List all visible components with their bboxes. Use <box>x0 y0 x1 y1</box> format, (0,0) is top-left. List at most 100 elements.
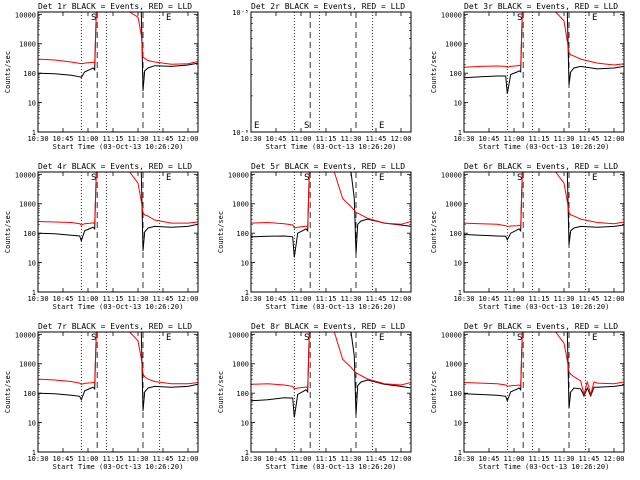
y-tick-label: 10 <box>28 420 36 428</box>
x-tick-label: 12:00 <box>390 295 411 303</box>
y-tick-label: 1000 <box>445 41 462 49</box>
marker-E: E <box>592 13 597 23</box>
x-tick-label: 11:45 <box>365 295 386 303</box>
y-tick-label: 10⁻⁶ <box>232 129 249 137</box>
x-tick-label: 11:00 <box>290 135 311 143</box>
y-axis-label: Counts/sec <box>217 211 225 253</box>
plot-frame <box>463 331 625 453</box>
marker-S: S <box>304 333 309 343</box>
x-tick-label: 10:45 <box>52 295 73 303</box>
y-axis-label: Counts/sec <box>430 51 438 93</box>
x-tick-label: 11:30 <box>340 455 361 463</box>
x-tick-label: 11:30 <box>340 295 361 303</box>
x-axis-label: Start Time (03-Oct-13 10:26:20) <box>53 143 184 151</box>
marker-E: E <box>592 333 597 343</box>
x-axis-label: Start Time (03-Oct-13 10:26:20) <box>53 303 184 311</box>
plot-frame <box>37 331 199 453</box>
series-lld <box>464 172 624 227</box>
y-tick-label: 10000 <box>15 331 36 339</box>
x-tick-label: 12:00 <box>603 455 624 463</box>
marker-E: E <box>379 173 384 183</box>
x-tick-label: 11:15 <box>315 455 336 463</box>
x-tick-label: 11:45 <box>578 455 599 463</box>
y-tick-label: 10 <box>241 260 249 268</box>
y-axis-label: Counts/sec <box>217 371 225 413</box>
y-tick-label: 100 <box>236 230 249 238</box>
x-tick-label: 11:00 <box>290 295 311 303</box>
x-tick-label: 10:45 <box>265 455 286 463</box>
series-events <box>464 332 624 409</box>
y-tick-label: 1000 <box>19 41 36 49</box>
series-lld <box>38 332 198 385</box>
plot-frame <box>37 171 199 293</box>
x-tick-label: 11:15 <box>528 295 549 303</box>
series-events <box>251 332 411 418</box>
y-tick-label: 1 <box>458 449 462 457</box>
y-tick-label: 1000 <box>445 361 462 369</box>
x-tick-label: 10:45 <box>478 295 499 303</box>
y-tick-label: 10 <box>28 260 36 268</box>
series-lld <box>464 332 624 397</box>
series-events <box>38 12 198 91</box>
series-lld <box>38 12 198 65</box>
series-events <box>464 172 624 245</box>
x-axis-label: Start Time (03-Oct-13 10:26:20) <box>479 303 610 311</box>
marker-S: S <box>91 173 96 183</box>
series-events <box>38 172 198 251</box>
x-tick-label: 10:45 <box>478 455 499 463</box>
x-tick-label: 11:00 <box>290 455 311 463</box>
x-tick-label: 11:45 <box>365 135 386 143</box>
x-tick-label: 11:00 <box>77 135 98 143</box>
panel-title: Det 1r BLACK = Events, RED = LLD <box>38 2 192 11</box>
panel-title: Det 6r BLACK = Events, RED = LLD <box>464 162 618 171</box>
y-tick-label: 10000 <box>441 331 462 339</box>
y-tick-label: 100 <box>23 70 36 78</box>
y-tick-label: 10000 <box>441 171 462 179</box>
marker-E-left: E <box>254 121 259 131</box>
series-group <box>38 12 198 91</box>
y-tick-label: 1 <box>458 129 462 137</box>
y-tick-label: 1 <box>32 289 36 297</box>
marker-E: E <box>379 333 384 343</box>
x-tick-label: 10:45 <box>478 135 499 143</box>
y-tick-label: 10 <box>28 100 36 108</box>
marker-E: E <box>166 173 171 183</box>
x-tick-label: 10:45 <box>52 135 73 143</box>
y-tick-label: 10000 <box>228 171 249 179</box>
x-tick-label: 11:15 <box>528 455 549 463</box>
x-tick-label: 11:30 <box>553 135 574 143</box>
series-group <box>464 12 624 94</box>
x-tick-label: 11:00 <box>77 455 98 463</box>
x-tick-label: 11:15 <box>102 295 123 303</box>
series-lld <box>251 332 411 390</box>
series-lld <box>38 172 198 226</box>
plot-frame <box>463 11 625 133</box>
x-tick-label: 10:45 <box>265 135 286 143</box>
x-tick-label: 10:30 <box>27 295 48 303</box>
y-tick-label: 10⁻⁵ <box>232 9 249 17</box>
x-tick-label: 11:30 <box>127 455 148 463</box>
series-group <box>38 172 198 251</box>
y-tick-label: 1 <box>458 289 462 297</box>
x-tick-label: 12:00 <box>390 135 411 143</box>
series-lld <box>251 172 411 229</box>
y-tick-label: 10 <box>454 260 462 268</box>
y-tick-label: 1 <box>245 289 249 297</box>
x-tick-label: 10:30 <box>27 455 48 463</box>
y-axis-label: Counts/sec <box>4 51 12 93</box>
x-axis-label: Start Time (03-Oct-13 10:26:20) <box>479 143 610 151</box>
x-axis-label: Start Time (03-Oct-13 10:26:20) <box>266 463 397 471</box>
x-tick-label: 10:30 <box>27 135 48 143</box>
marker-S: S <box>517 333 522 343</box>
x-tick-label: 11:30 <box>553 295 574 303</box>
y-tick-label: 10000 <box>228 331 249 339</box>
panel-title: Det 3r BLACK = Events, RED = LLD <box>464 2 618 11</box>
x-tick-label: 11:00 <box>503 455 524 463</box>
marker-E: E <box>166 13 171 23</box>
y-axis-label: Counts/sec <box>4 211 12 253</box>
